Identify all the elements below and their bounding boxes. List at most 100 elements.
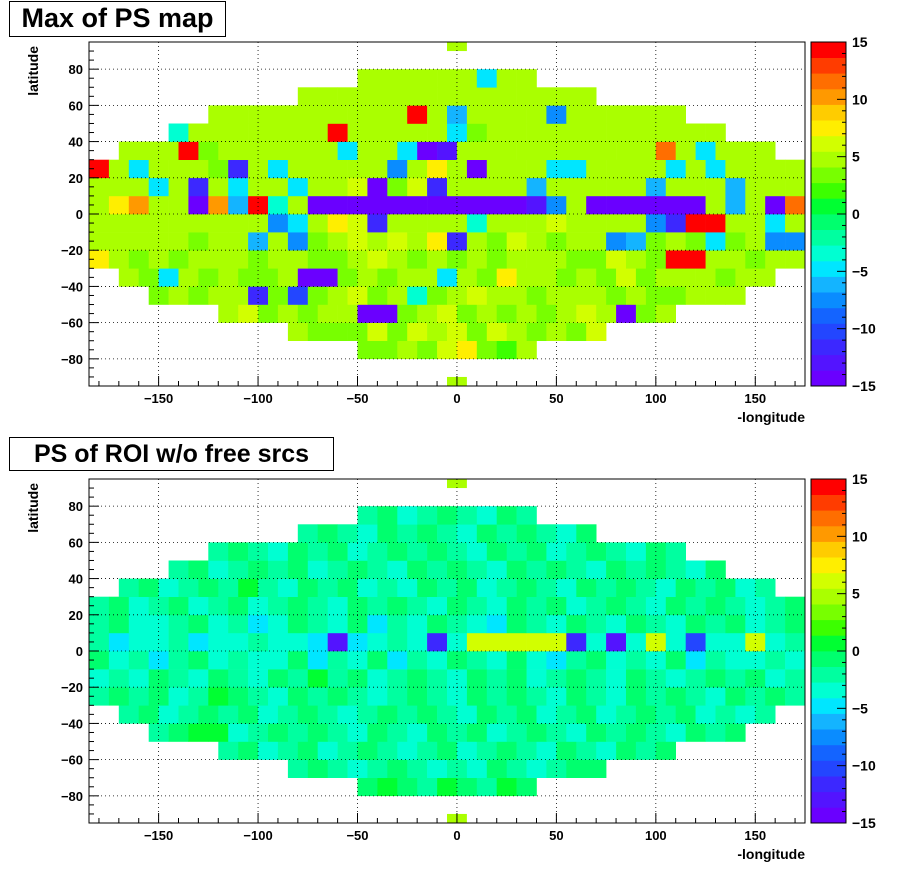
heatmap-bin [606,723,626,741]
colorbar-swatch [811,620,846,636]
heatmap-bin [387,669,407,687]
heatmap-bin [556,705,576,723]
y-tick-label: 0 [76,644,83,659]
heatmap-bin [208,597,228,615]
heatmap-bin [636,742,656,760]
heatmap-bin [507,542,527,560]
heatmap-bin [427,597,447,615]
colorbar-tick-label: −5 [852,700,868,716]
heatmap-bin [119,579,139,597]
heatmap-bin [537,579,557,597]
heatmap-bin [537,742,557,760]
heatmap-bin [169,669,189,687]
heatmap-bin [188,723,208,741]
heatmap-bin [377,506,397,524]
colorbar-swatch [811,635,846,651]
heatmap-bin [616,705,636,723]
heatmap-bin [546,687,566,705]
heatmap-bin [288,687,308,705]
heatmap-bin [427,651,447,669]
heatmap-bin [417,579,437,597]
heatmap-bin [308,597,328,615]
heatmap-bin [377,579,397,597]
heatmap-bin [367,615,387,633]
heatmap-bin [149,687,169,705]
y-axis-label: latitude [25,483,41,533]
heatmap-bin [427,542,447,560]
heatmap-bin [656,705,676,723]
colorbar-swatch [811,761,846,777]
colorbar-swatch [811,651,846,667]
colorbar-swatch [811,479,846,495]
heatmap-bin [258,742,278,760]
heatmap-bin [288,669,308,687]
y-tick-label: 40 [69,572,83,587]
heatmap-bin [765,669,785,687]
heatmap-bin [735,705,755,723]
colorbar-tick-label: 0 [852,643,860,659]
y-tick-label: −40 [61,716,83,731]
heatmap-bin [169,633,189,651]
y-tick-label: 80 [69,499,83,514]
heatmap-bin [208,615,228,633]
heatmap-bin [228,542,248,560]
heatmap-bin [696,579,716,597]
heatmap-bin [666,615,686,633]
heatmap-bin [367,542,387,560]
heatmap-bin [606,651,626,669]
heatmap-bin [556,524,576,542]
heatmap-bin [656,742,676,760]
heatmap-bin [527,651,547,669]
heatmap-bin [308,561,328,579]
heatmap-bin [338,705,358,723]
heatmap-bin [467,615,487,633]
heatmap-ps-roi: −150 −100 −50 0 50 100 150−80−60−40−2002040608… [0,0,898,871]
heatmap-bin [367,633,387,651]
heatmap-bin [517,705,537,723]
colorbar-swatch [811,667,846,683]
heatmap-bin [129,651,149,669]
heatmap-bin [288,633,308,651]
heatmap-bin [348,651,368,669]
heatmap-bin [437,742,457,760]
heatmap-bin [497,778,517,796]
heatmap-bin [467,542,487,560]
heatmap-bin [576,742,596,760]
heatmap-bin [507,669,527,687]
heatmap-bin [546,651,566,669]
heatmap-bin [606,669,626,687]
heatmap-bin [238,742,258,760]
colorbar-swatch [811,604,846,620]
heatmap-bin [377,524,397,542]
heatmap-bin [686,615,706,633]
heatmap-bin [427,615,447,633]
heatmap-bin [427,633,447,651]
heatmap-bin [397,579,417,597]
colorbar-swatch [811,495,846,511]
heatmap-bin [188,651,208,669]
heatmap-bin [367,687,387,705]
heatmap-bin [427,561,447,579]
heatmap-bin [377,778,397,796]
heatmap-bin [517,579,537,597]
heatmap-bin [716,705,736,723]
heatmap-bin [288,615,308,633]
heatmap-bin [139,579,159,597]
heatmap-bin [497,506,517,524]
heatmap-bin [268,669,288,687]
heatmap-bin [109,597,129,615]
heatmap-bin [725,597,745,615]
heatmap-bin [785,651,805,669]
heatmap-bin [109,651,129,669]
heatmap-bin [169,561,189,579]
heatmap-bin [308,542,328,560]
heatmap-bin [188,597,208,615]
heatmap-bin [706,615,726,633]
heatmap-bin [129,633,149,651]
heatmap-bin [517,742,537,760]
colorbar-swatch [811,557,846,573]
heatmap-bin [686,651,706,669]
y-tick-label: 60 [69,535,83,550]
heatmap-bin [387,633,407,651]
heatmap-bin [437,705,457,723]
